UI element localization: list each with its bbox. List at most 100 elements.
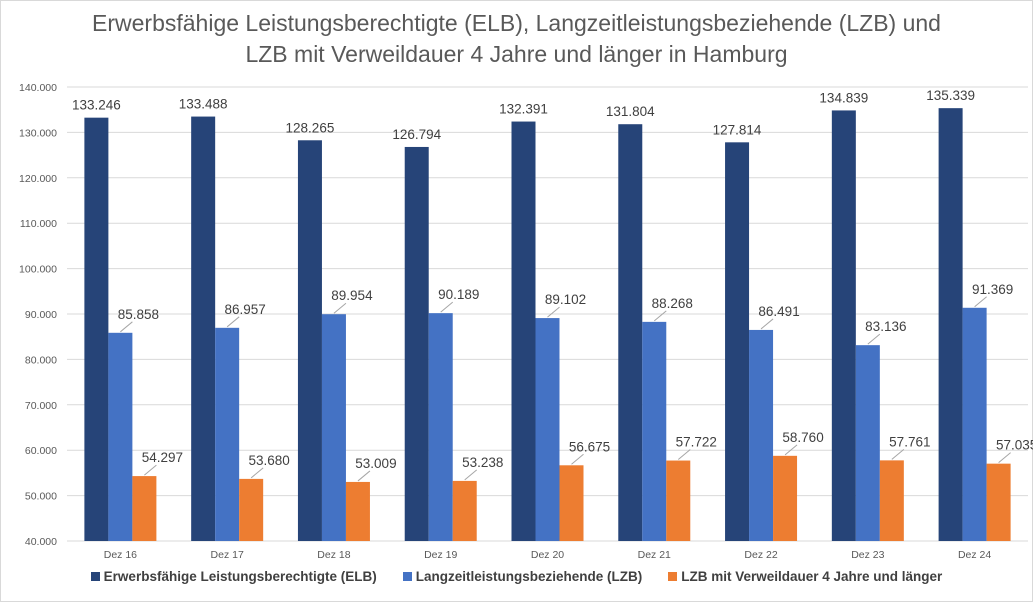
x-tick-label: Dez 23 xyxy=(851,549,884,561)
bar-lzb4 xyxy=(986,463,1011,541)
bar-lzb xyxy=(642,321,667,541)
y-tick-label: 110.000 xyxy=(20,218,57,230)
y-tick-label: 90.000 xyxy=(25,309,57,321)
data-label: 86.491 xyxy=(758,304,799,319)
leader-line xyxy=(974,296,987,308)
bar-lzb4 xyxy=(773,455,798,541)
y-tick-label: 40.000 xyxy=(25,536,57,548)
leader-line xyxy=(144,464,157,476)
data-label: 57.761 xyxy=(889,434,930,449)
legend-item: Erwerbsfähige Leistungsberechtigte (ELB) xyxy=(90,569,377,584)
y-tick-label: 100.000 xyxy=(19,264,57,276)
leader-line xyxy=(120,321,133,333)
bar-elb xyxy=(831,110,856,541)
legend: Erwerbsfähige Leistungsberechtigte (ELB)… xyxy=(0,569,1033,584)
leader-line xyxy=(760,318,774,330)
y-tick-label: 70.000 xyxy=(25,400,57,412)
data-label: 126.794 xyxy=(392,127,441,142)
data-label: 88.268 xyxy=(652,296,693,311)
x-tick-label: Dez 19 xyxy=(424,549,457,561)
leader-line xyxy=(784,444,798,456)
x-tick-label: Dez 21 xyxy=(638,549,671,561)
data-label: 133.488 xyxy=(179,97,228,112)
bar-elb xyxy=(404,146,429,541)
bar-lzb4 xyxy=(666,460,691,541)
y-tick-label: 60.000 xyxy=(25,445,57,457)
leader-line xyxy=(891,448,905,460)
chart-title-line-2: LZB mit Verweildauer 4 Jahre und länger … xyxy=(245,41,788,67)
bar-lzb xyxy=(428,313,453,541)
y-tick-label: 80.000 xyxy=(25,354,57,366)
data-label: 132.391 xyxy=(499,102,548,117)
bar-lzb xyxy=(321,314,346,541)
bar-lzb4 xyxy=(879,460,904,541)
data-label: 89.954 xyxy=(331,288,373,303)
legend-item: Langzeitleistungsbeziehende (LZB) xyxy=(402,569,643,584)
x-tick-label: Dez 18 xyxy=(317,549,350,561)
y-tick-label: 120.000 xyxy=(19,173,57,185)
data-label: 53.680 xyxy=(249,453,290,468)
leader-line xyxy=(547,306,560,318)
data-label: 53.238 xyxy=(462,455,503,470)
data-label: 83.136 xyxy=(865,319,906,334)
legend-label: Erwerbsfähige Leistungsberechtigte (ELB) xyxy=(103,569,377,584)
bar-elb xyxy=(297,140,322,541)
x-tick-label: Dez 22 xyxy=(744,549,777,561)
x-tick-label: Dez 17 xyxy=(211,549,244,561)
bar-elb xyxy=(618,124,643,541)
y-tick-label: 130.000 xyxy=(19,127,57,139)
x-tick-label: Dez 24 xyxy=(958,549,991,561)
legend-item: LZB mit Verweildauer 4 Jahre und länger xyxy=(668,569,942,584)
legend-label: Langzeitleistungsbeziehende (LZB) xyxy=(415,569,643,584)
data-label: 57.035 xyxy=(996,438,1033,453)
data-label: 135.339 xyxy=(926,88,975,103)
bar-elb xyxy=(938,108,963,541)
bar-lzb4 xyxy=(345,481,370,541)
leader-line xyxy=(357,470,371,482)
leader-line xyxy=(333,302,347,314)
chart-title-line-1: Erwerbsfähige Leistungsberechtigte (ELB)… xyxy=(92,10,941,36)
leader-line xyxy=(440,301,454,313)
leader-line xyxy=(464,469,478,481)
data-label: 134.839 xyxy=(819,90,868,105)
bar-lzb4 xyxy=(239,478,264,541)
data-label: 128.265 xyxy=(286,120,335,135)
data-label: 131.804 xyxy=(606,104,655,119)
data-label: 85.858 xyxy=(118,307,159,322)
bar-lzb xyxy=(855,345,880,541)
bar-lzb xyxy=(535,318,560,541)
data-label: 53.009 xyxy=(355,456,396,471)
leader-line xyxy=(226,316,240,328)
data-label: 57.722 xyxy=(676,435,717,450)
bar-elb xyxy=(511,121,536,541)
legend-swatch xyxy=(668,572,678,581)
data-label: 127.814 xyxy=(713,122,762,137)
leader-line xyxy=(677,449,691,460)
data-label: 89.102 xyxy=(545,292,586,307)
bar-elb xyxy=(191,116,216,541)
leader-line xyxy=(250,467,264,479)
bar-lzb4 xyxy=(559,465,584,541)
bar-lzb xyxy=(108,332,133,541)
bar-lzb xyxy=(749,329,774,541)
bar-lzb4 xyxy=(132,476,157,541)
data-label: 58.760 xyxy=(782,430,823,445)
data-label: 90.189 xyxy=(438,287,479,302)
bar-lzb4 xyxy=(452,480,477,541)
leader-line xyxy=(998,452,1011,464)
bar-elb xyxy=(725,142,750,541)
legend-swatch xyxy=(90,572,100,581)
x-tick-label: Dez 20 xyxy=(531,549,564,561)
data-label: 133.246 xyxy=(72,98,121,113)
y-tick-label: 50.000 xyxy=(25,491,57,503)
data-label: 86.957 xyxy=(225,302,266,317)
y-tick-label: 140.000 xyxy=(19,82,57,94)
bar-lzb xyxy=(962,307,987,541)
leader-line xyxy=(571,453,584,465)
leader-line xyxy=(653,310,667,322)
x-tick-label: Dez 16 xyxy=(104,549,137,561)
chart-title: Erwerbsfähige Leistungsberechtigte (ELB)… xyxy=(0,8,1033,70)
data-label: 91.369 xyxy=(972,282,1013,297)
legend-swatch xyxy=(402,572,412,581)
